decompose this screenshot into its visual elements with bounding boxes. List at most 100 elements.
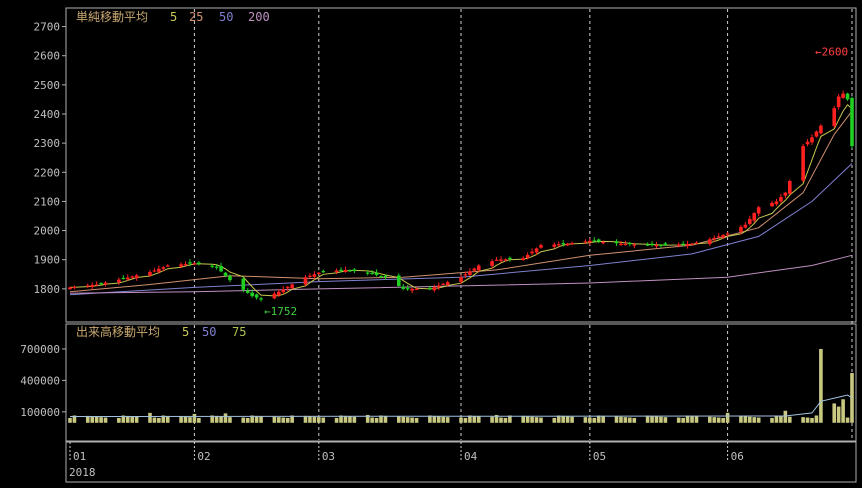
price-tick-label-2700: 2700 <box>34 21 61 34</box>
price-tick-label-2300: 2300 <box>34 137 61 150</box>
candle-body-2018-01-04 <box>68 287 72 290</box>
candle-body-2018-05-11 <box>632 244 637 246</box>
volume-bar-2018-05-22 <box>681 417 685 423</box>
volume-tick-label-100000: 100000 <box>20 406 60 419</box>
volume-bar-2018-01-12 <box>103 417 108 423</box>
volume-bar-2018-06-06 <box>748 416 752 423</box>
volume-bar-2018-02-16 <box>259 416 263 423</box>
volume-bar-2018-02-20 <box>277 417 281 423</box>
volume-bar-2018-05-25 <box>694 416 699 423</box>
volume-bar-2018-04-27 <box>570 416 574 423</box>
candle-body-2018-01-18 <box>130 276 135 278</box>
volume-bar-2018-02-08 <box>223 413 228 423</box>
volume-bar-2018-03-29 <box>441 416 446 423</box>
candle-body-2018-03-14 <box>374 272 379 276</box>
price-tick-label-2000: 2000 <box>34 225 61 238</box>
volume-bar-2018-04-20 <box>539 417 543 423</box>
candle-body-2018-05-10 <box>628 242 632 245</box>
candle-body-2018-05-30 <box>716 236 721 238</box>
volume-bar-2018-01-25 <box>161 415 166 423</box>
candle-body-2018-03-20 <box>401 286 406 289</box>
candle-body-2018-04-27 <box>570 243 574 245</box>
volume-bar-2018-05-02 <box>592 417 597 423</box>
volume-bars <box>68 348 854 423</box>
candle-body-2018-05-23 <box>685 243 690 246</box>
candle-body-2018-04-05 <box>472 268 477 271</box>
volume-bar-2018-06-05 <box>743 416 748 423</box>
volume-bar-2018-04-18 <box>530 416 534 423</box>
volume-ma-line <box>69 394 853 417</box>
volume-bar-2018-02-19 <box>272 416 277 423</box>
volume-bar-2018-05-23 <box>685 415 690 423</box>
candle-body-2018-06-05 <box>743 224 748 228</box>
volume-bar-2018-03-21 <box>405 417 410 423</box>
candle-body-2018-01-16 <box>121 277 126 280</box>
candle-body-2018-02-02 <box>197 262 201 264</box>
volume-bar-2018-05-10 <box>628 417 632 423</box>
volume-bar-2018-06-15 <box>787 416 792 423</box>
candle-body-2018-04-10 <box>494 259 499 261</box>
candle-body-2018-06-11 <box>770 202 774 207</box>
volume-bar-2018-06-27 <box>841 399 845 423</box>
ma-line-25 <box>69 110 853 293</box>
candle-body-2018-01-26 <box>165 265 170 267</box>
candle-body-2018-05-04 <box>601 242 605 244</box>
candle-body-2018-06-04 <box>739 226 743 232</box>
candle-body-2018-03-28 <box>436 285 441 288</box>
volume-bar-2018-03-23 <box>414 417 419 423</box>
volume-bar-2018-01-17 <box>125 415 130 423</box>
legend-ma-50: 50 <box>219 10 233 24</box>
month-tick-label-01: 01 <box>73 450 86 463</box>
volume-bar-2018-03-02 <box>321 417 326 423</box>
candle-body-2018-03-09 <box>352 269 357 272</box>
candle-body-2018-06-07 <box>752 213 757 221</box>
volume-bar-2018-06-14 <box>783 410 788 423</box>
volume-bar-2018-04-12 <box>503 417 508 423</box>
volume-bar-2018-01-04 <box>68 417 72 423</box>
candle-body-2018-05-31 <box>721 234 725 238</box>
candle-body-2018-05-03 <box>596 239 601 242</box>
volume-bar-2018-02-02 <box>197 417 201 423</box>
volume-bar-2018-06-13 <box>779 415 783 423</box>
volume-bar-2018-04-03 <box>463 417 468 423</box>
price-tick-label-2400: 2400 <box>34 108 61 121</box>
candle-body-2018-02-16 <box>259 298 263 300</box>
volume-bar-2018-03-30 <box>445 417 450 423</box>
volume-bar-2018-03-06 <box>339 415 343 423</box>
candle-body-2018-02-05 <box>210 265 214 267</box>
price-y-axis: 1800 1900 2000 2100 2200 2300 2400 2500 2600 2700 <box>34 21 66 296</box>
candle-body-2018-06-13 <box>779 197 783 202</box>
candle-body-2018-06-27 <box>841 93 845 98</box>
volume-bar-2018-02-23 <box>290 415 294 423</box>
volume-bar-2018-05-04 <box>601 415 605 423</box>
candle-body-2018-06-29 <box>850 98 854 147</box>
legend-ma-25: 25 <box>189 10 203 24</box>
candle-body-2018-04-23 <box>552 244 557 247</box>
candle-body-2018-02-08 <box>223 272 228 276</box>
legend-vol-ma-75: 75 <box>232 325 246 339</box>
candle-body-2018-06-12 <box>774 201 779 205</box>
candle-body-2018-03-07 <box>343 269 348 272</box>
volume-bar-2018-05-21 <box>676 417 681 423</box>
volume-bar-2018-02-06 <box>214 415 219 423</box>
volume-bar-2018-06-11 <box>770 417 774 423</box>
candle-body-2018-03-13 <box>370 272 374 275</box>
candle-body-2018-04-18 <box>530 251 534 254</box>
volume-bar-2018-06-08 <box>756 417 761 423</box>
volume-bar-2018-01-31 <box>188 417 192 423</box>
candle-body-2018-04-02 <box>459 277 463 282</box>
volume-bar-2018-01-22 <box>148 412 152 423</box>
date-axis: 01 02 03 04 05 06 <box>69 442 744 463</box>
candle-body-2018-01-10 <box>94 284 99 286</box>
candle-body-2018-02-06 <box>214 266 219 268</box>
candle-body-2018-02-07 <box>219 265 223 272</box>
candle-body-2018-03-22 <box>410 288 414 291</box>
volume-bar-2018-05-08 <box>619 416 623 423</box>
year-label: 2018 <box>69 466 96 479</box>
candle-body-2018-01-22 <box>148 271 152 276</box>
volume-legend-title: 出来高移動平均 <box>76 324 160 339</box>
candle-body-2018-05-07 <box>614 241 619 244</box>
volume-bar-2018-02-15 <box>254 415 259 423</box>
volume-bar-2018-04-04 <box>468 415 472 423</box>
